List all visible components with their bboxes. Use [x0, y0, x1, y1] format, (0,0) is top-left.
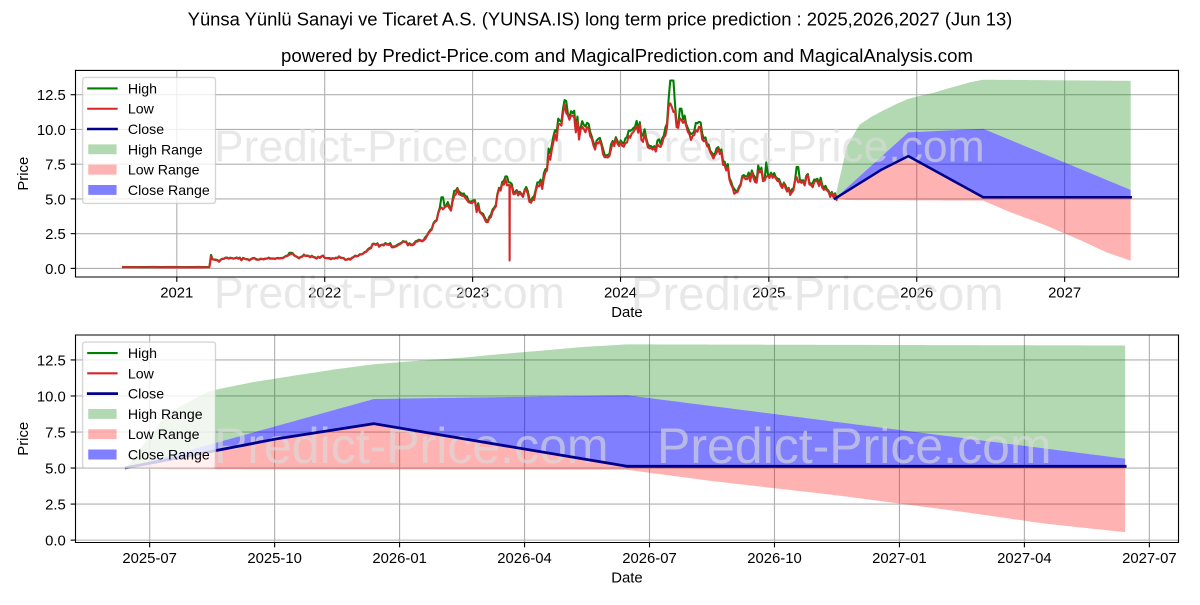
- svg-text:7.5: 7.5: [45, 158, 66, 174]
- svg-text:Predict-Price.com: Predict-Price.com: [214, 122, 565, 171]
- svg-text:Close Range: Close Range: [128, 447, 210, 463]
- svg-text:Predict-Price.com: Predict-Price.com: [634, 122, 985, 171]
- svg-text:Close: Close: [128, 387, 164, 403]
- svg-text:High: High: [128, 346, 157, 362]
- svg-text:0.0: 0.0: [45, 262, 66, 278]
- svg-text:High Range: High Range: [128, 407, 203, 423]
- svg-text:Predict-Price.com: Predict-Price.com: [631, 268, 1004, 321]
- svg-text:Yünsa Yünlü Sanayi ve Ticaret: Yünsa Yünlü Sanayi ve Ticaret A.S. (YUNS…: [188, 8, 1013, 29]
- svg-text:12.5: 12.5: [37, 353, 66, 369]
- svg-text:2.5: 2.5: [45, 497, 66, 513]
- svg-text:12.5: 12.5: [37, 88, 66, 104]
- svg-text:High Range: High Range: [128, 142, 203, 158]
- svg-text:Date: Date: [611, 570, 642, 586]
- svg-text:Low Range: Low Range: [128, 163, 200, 179]
- svg-text:2026-07: 2026-07: [622, 551, 677, 567]
- svg-text:2025-10: 2025-10: [247, 551, 302, 567]
- svg-text:2.5: 2.5: [45, 227, 66, 243]
- svg-text:5.0: 5.0: [45, 192, 66, 208]
- svg-text:Price: Price: [16, 422, 32, 456]
- svg-text:powered by Predict-Price.com a: powered by Predict-Price.com and Magical…: [281, 45, 973, 66]
- svg-text:2021: 2021: [160, 285, 193, 301]
- svg-text:2026-04: 2026-04: [497, 551, 552, 567]
- svg-text:2027-01: 2027-01: [872, 551, 927, 567]
- svg-text:2027: 2027: [1048, 285, 1081, 301]
- svg-text:10.0: 10.0: [37, 123, 66, 139]
- svg-text:Close: Close: [128, 122, 164, 138]
- svg-text:0.0: 0.0: [45, 534, 66, 550]
- svg-text:Price: Price: [16, 157, 32, 191]
- svg-text:Predict-Price.com: Predict-Price.com: [214, 418, 609, 474]
- svg-text:2025: 2025: [752, 285, 785, 301]
- svg-text:2027-04: 2027-04: [997, 551, 1052, 567]
- svg-text:High: High: [128, 81, 157, 97]
- svg-text:5.0: 5.0: [45, 461, 66, 477]
- svg-text:2023: 2023: [456, 285, 489, 301]
- svg-text:2026: 2026: [900, 285, 933, 301]
- svg-text:2026-01: 2026-01: [372, 551, 427, 567]
- svg-text:2026-10: 2026-10: [747, 551, 802, 567]
- svg-text:2024: 2024: [604, 285, 637, 301]
- svg-text:7.5: 7.5: [45, 425, 66, 441]
- svg-text:2027-07: 2027-07: [1122, 551, 1177, 567]
- svg-text:2025-07: 2025-07: [122, 551, 177, 567]
- svg-text:Low: Low: [128, 102, 155, 118]
- svg-text:10.0: 10.0: [37, 389, 66, 405]
- svg-text:Predict-Price.com: Predict-Price.com: [657, 418, 1052, 474]
- svg-text:Close Range: Close Range: [128, 183, 210, 199]
- svg-text:Low: Low: [128, 366, 155, 382]
- svg-text:Predict-Price.com: Predict-Price.com: [214, 269, 565, 318]
- svg-text:Date: Date: [611, 305, 642, 321]
- svg-text:2022: 2022: [308, 285, 341, 301]
- svg-text:Low Range: Low Range: [128, 427, 200, 443]
